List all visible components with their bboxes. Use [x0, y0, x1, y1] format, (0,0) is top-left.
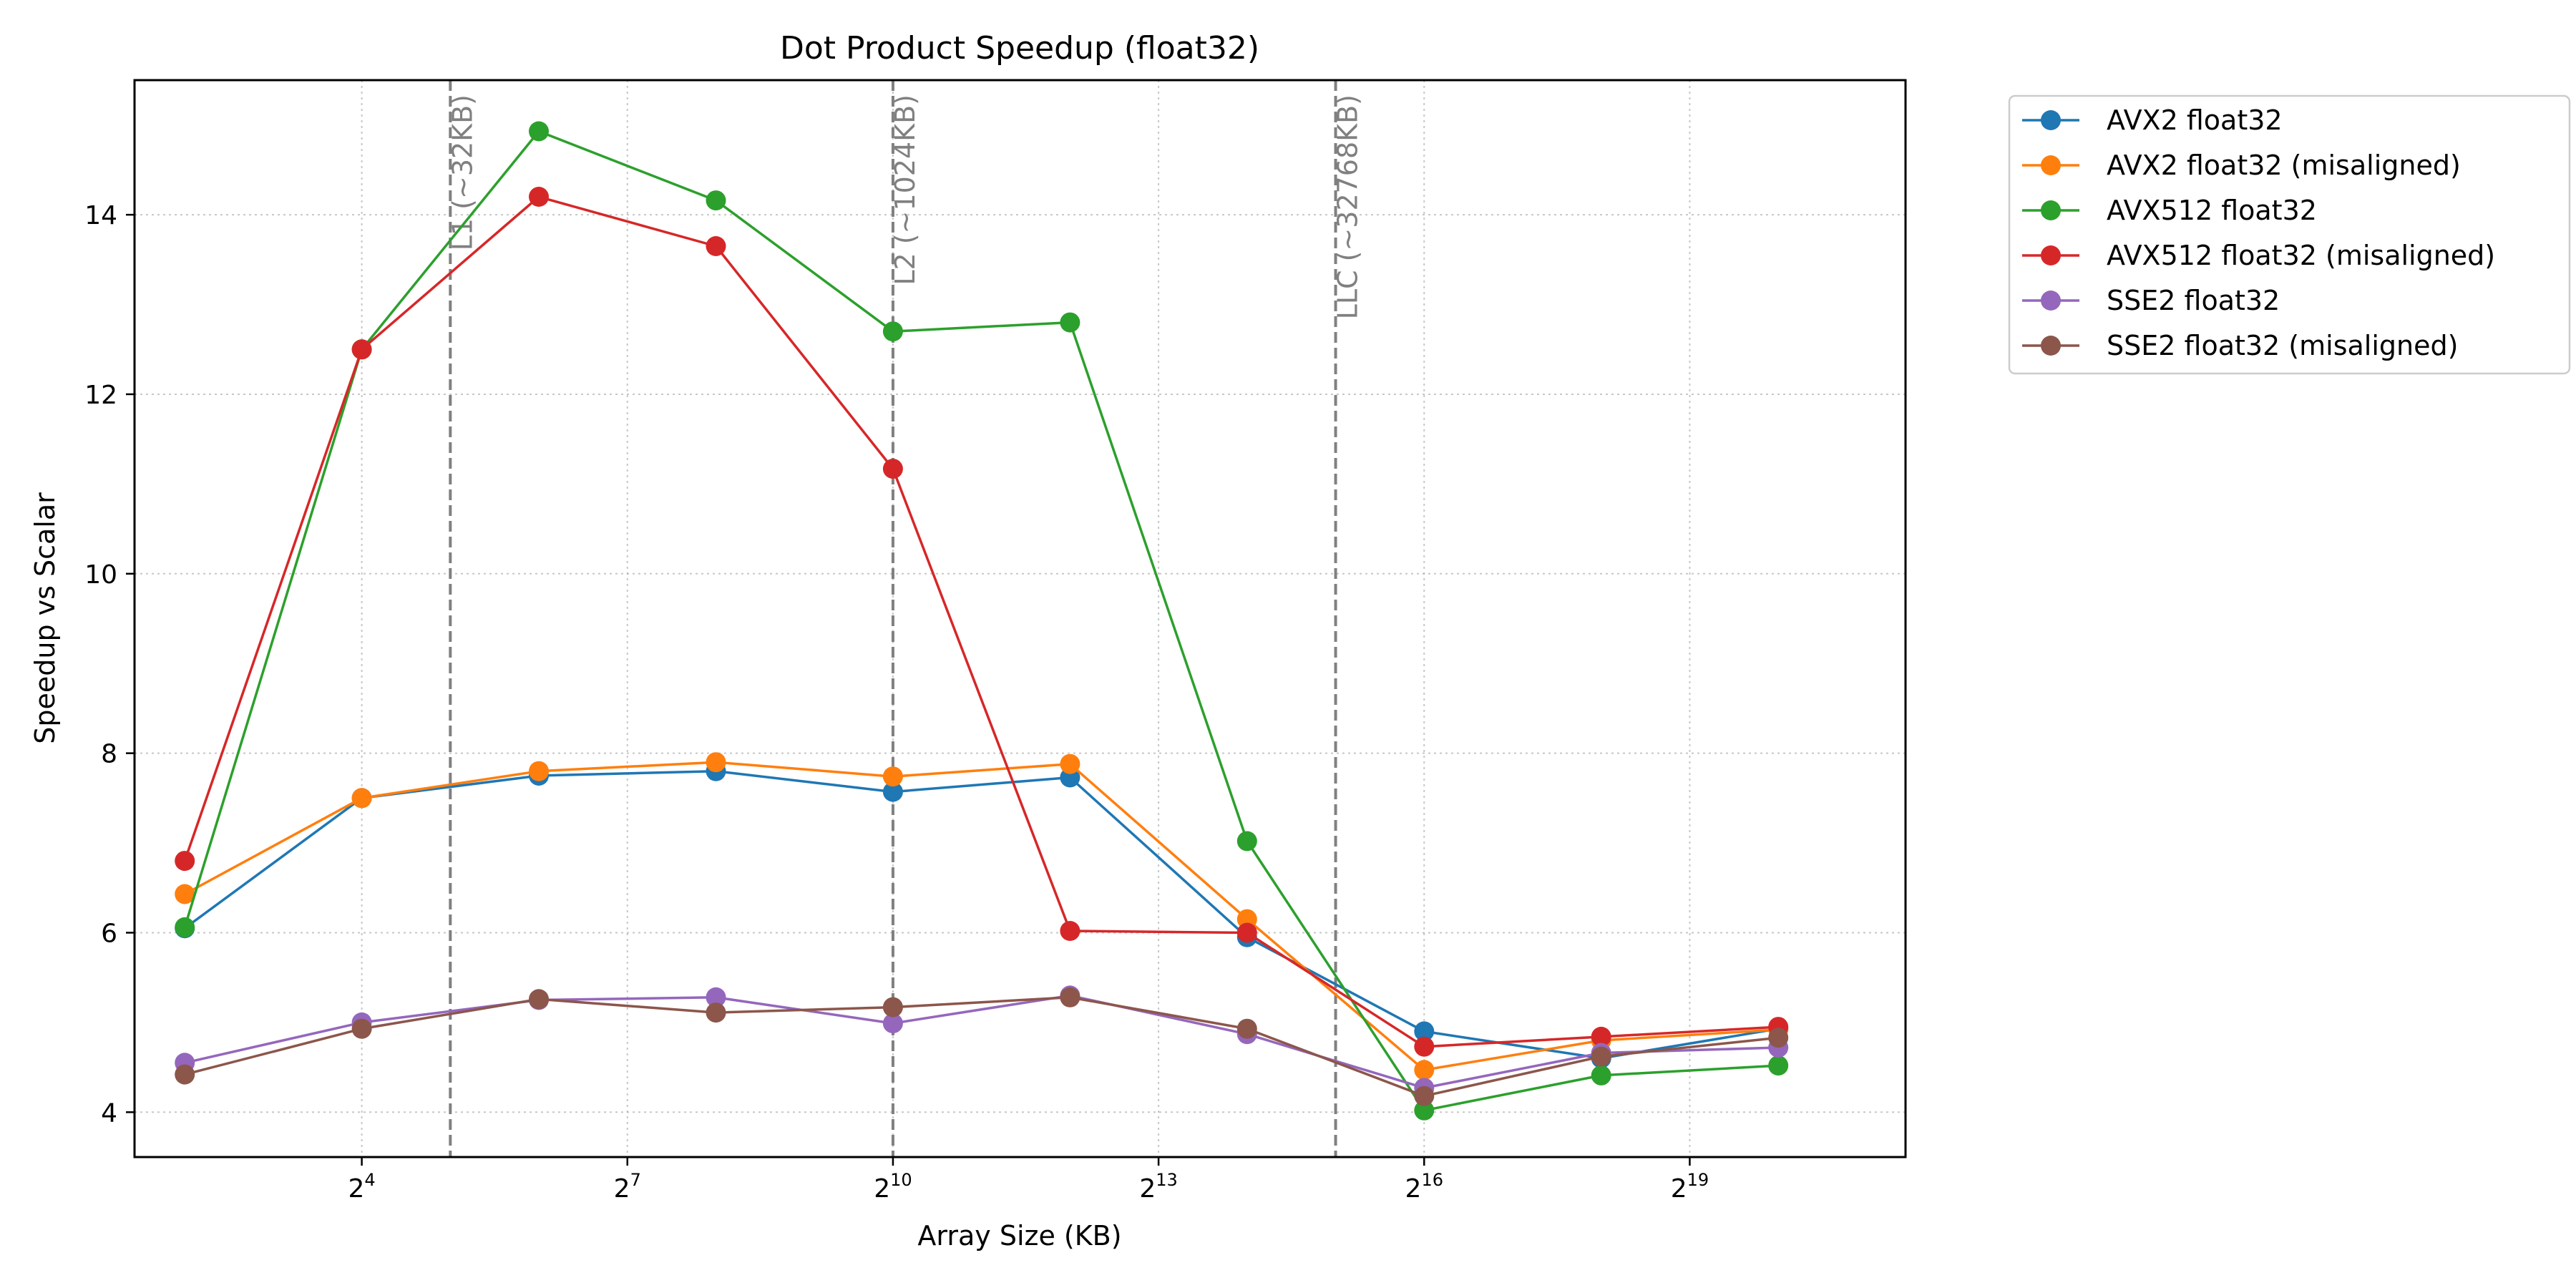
- y-tick-label: 4: [101, 1098, 117, 1128]
- y-tick-label: 6: [101, 919, 117, 948]
- legend-marker: [2041, 336, 2061, 356]
- x-axis-ticks: 24 27 210 213 216 219: [348, 1157, 1709, 1204]
- y-tick-label: 12: [84, 381, 117, 410]
- data-point: [529, 121, 549, 142]
- data-point: [1414, 1036, 1435, 1057]
- data-point: [882, 781, 903, 802]
- data-point: [706, 752, 726, 773]
- cache-boundary-label: LLC (~32768KB): [1332, 94, 1364, 319]
- data-point: [882, 766, 903, 787]
- data-point: [882, 321, 903, 342]
- series-line: [184, 761, 1779, 1072]
- x-axis-label: Array Size (KB): [917, 1220, 1121, 1252]
- data-point: [882, 1013, 903, 1034]
- series-2: [175, 121, 1789, 1121]
- data-point: [706, 1002, 726, 1023]
- data-point: [351, 1018, 372, 1039]
- data-point: [1414, 1100, 1435, 1121]
- series-line: [183, 195, 1779, 1048]
- legend-frame: [2008, 94, 2571, 375]
- legend-label: SSE2 float32 (misaligned): [2107, 330, 2458, 361]
- series-1: [175, 752, 1789, 1080]
- chart-title: Dot Product Speedup (float32): [780, 30, 1259, 67]
- cache-boundary-label: L2 (~1024KB): [889, 94, 921, 286]
- legend-label: AVX2 float32 (misaligned): [2107, 150, 2461, 181]
- series-line: [184, 994, 1779, 1090]
- data-point: [706, 987, 726, 1008]
- data-point: [175, 1064, 195, 1085]
- series-line: [184, 769, 1779, 1060]
- data-point: [1768, 1028, 1789, 1048]
- data-point: [706, 236, 726, 256]
- data-point: [706, 190, 726, 211]
- legend-label: AVX512 float32: [2107, 195, 2317, 226]
- data-point: [1591, 1065, 1611, 1085]
- cache-markers: L1 (~32KB) L2 (~1024KB) LLC (~32768KB): [447, 80, 1364, 1157]
- y-axis-ticks: 4 6 8 10 12 14: [84, 201, 135, 1128]
- data-point: [1591, 1046, 1611, 1067]
- data-point: [1060, 987, 1080, 1008]
- data-point: [175, 917, 195, 937]
- legend-label: SSE2 float32: [2107, 285, 2280, 316]
- data-point: [1060, 753, 1080, 774]
- plot-frame: [133, 79, 1907, 1158]
- x-tick-label: 24: [348, 1170, 376, 1204]
- legend-marker: [2041, 110, 2061, 130]
- data-point: [1414, 1085, 1435, 1106]
- legend: AVX2 float32 AVX2 float32 (misaligned) AVX…: [2008, 94, 2571, 375]
- data-point: [529, 761, 549, 781]
- legend-label: AVX2 float32: [2107, 104, 2283, 136]
- y-tick-label: 14: [84, 201, 117, 230]
- data-point: [882, 997, 903, 1018]
- data-point: [529, 187, 549, 207]
- data-point: [1414, 1021, 1435, 1042]
- series-3: [175, 187, 1789, 1057]
- data-point: [351, 788, 372, 809]
- series-5: [175, 987, 1789, 1106]
- data-point: [882, 459, 903, 479]
- data-point: [1236, 831, 1257, 852]
- x-tick-label: 27: [614, 1170, 641, 1204]
- x-tick-label: 213: [1139, 1170, 1177, 1204]
- data-point: [175, 884, 195, 904]
- data-point: [1768, 1055, 1789, 1076]
- x-tick-label: 216: [1405, 1170, 1443, 1204]
- data-point: [1060, 921, 1080, 941]
- legend-marker: [2041, 200, 2061, 220]
- y-tick-label: 10: [84, 560, 117, 590]
- legend-marker: [2041, 155, 2061, 175]
- data-point: [1060, 312, 1080, 333]
- series-line: [184, 996, 1779, 1098]
- data-point: [1236, 922, 1257, 943]
- x-tick-label: 219: [1671, 1170, 1709, 1204]
- y-axis-label: Speedup vs Scalar: [29, 492, 61, 744]
- data-point: [529, 989, 549, 1010]
- x-tick-label: 210: [874, 1170, 912, 1204]
- data-point: [1236, 1018, 1257, 1039]
- data-point: [1414, 1060, 1435, 1080]
- data-point: [1591, 1026, 1611, 1047]
- data-point: [175, 851, 195, 872]
- legend-marker: [2041, 291, 2061, 311]
- data-point: [351, 339, 372, 360]
- y-tick-label: 8: [101, 740, 117, 769]
- series-group: [175, 121, 1789, 1121]
- series-line: [183, 130, 1779, 1112]
- legend-marker: [2041, 245, 2061, 265]
- legend-label: AVX512 float32 (misaligned): [2107, 240, 2495, 271]
